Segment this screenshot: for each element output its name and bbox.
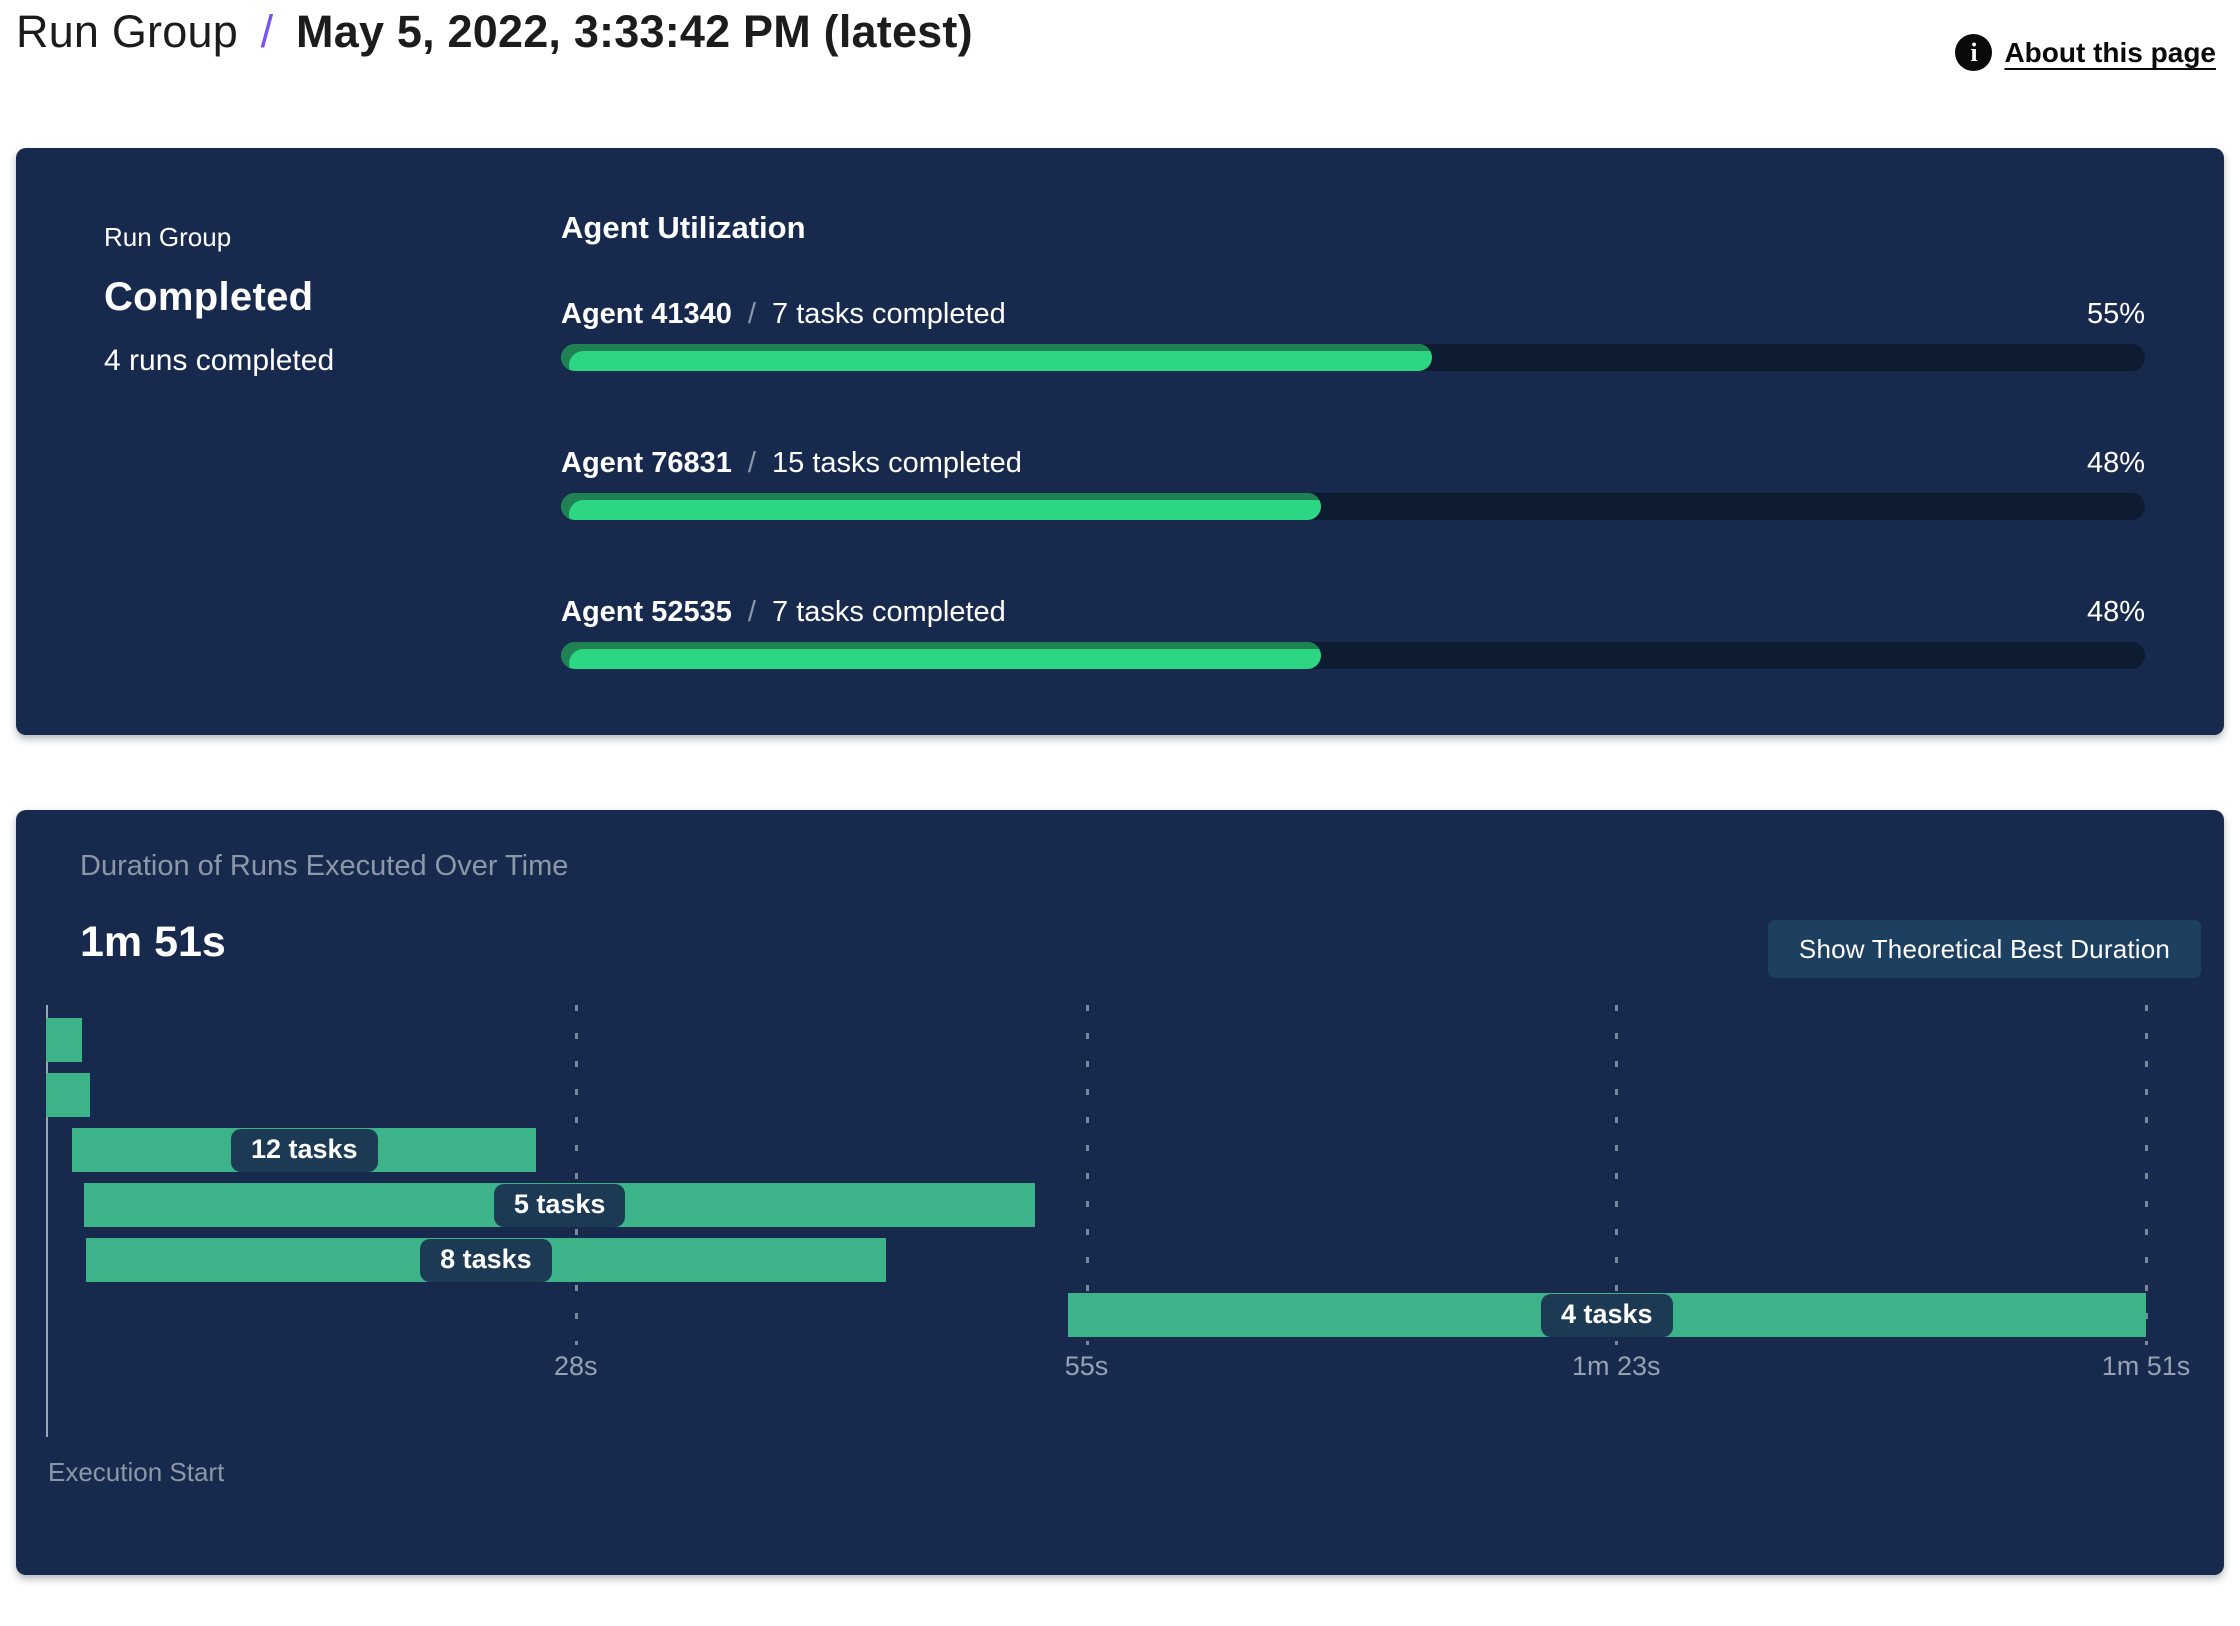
total-duration-value: 1m 51s — [80, 918, 226, 966]
about-link[interactable]: About this page — [2004, 36, 2216, 68]
run-duration-bar[interactable]: 8 tasks — [85, 1238, 886, 1282]
agent-tasks-completed: 7 tasks completed — [772, 298, 1006, 330]
agent-name: Agent 41340 — [561, 298, 732, 330]
agent-utilization-title: Agent Utilization — [561, 210, 806, 245]
breadcrumb-root: Run Group — [16, 6, 238, 57]
run-group-status: Run Group Completed 4 runs completed — [16, 148, 561, 735]
page-title: May 5, 2022, 3:33:42 PM (latest) — [296, 6, 973, 57]
utilization-bar-fill — [561, 493, 1322, 520]
gridline-1m-23s — [1615, 1005, 1619, 1345]
run-duration-bar[interactable] — [46, 1073, 90, 1117]
duration-chart-title: Duration of Runs Executed Over Time — [80, 850, 569, 882]
agent-separator: / — [739, 596, 765, 628]
agent-label: Agent 41340 / 7 tasks completed — [561, 298, 1006, 331]
gantt-plot: Execution Start 28s 55s 1m 23s 1m 51s 12 tas… — [46, 1005, 2196, 1487]
run-duration-bar[interactable] — [46, 1018, 82, 1062]
run-duration-bar[interactable]: 4 tasks — [1067, 1293, 2146, 1337]
about-this-page[interactable]: i About this page — [1955, 34, 2216, 71]
gridline-28s — [574, 1005, 578, 1345]
breadcrumb: Run Group / May 5, 2022, 3:33:42 PM (lat… — [16, 6, 973, 58]
agent-label: Agent 52535 / 7 tasks completed — [561, 596, 1006, 629]
task-count-pill: 4 tasks — [1541, 1293, 1673, 1337]
agent-tasks-completed: 7 tasks completed — [772, 596, 1006, 628]
utilization-row: Agent 52535 / 7 tasks completed 48% — [561, 596, 2145, 669]
utilization-bar-track — [561, 642, 2145, 669]
agent-utilization-percent: 48% — [2086, 447, 2145, 479]
gridline-1m-51s — [2145, 1005, 2148, 1345]
info-icon[interactable]: i — [1955, 34, 1993, 71]
agent-name: Agent 76831 — [561, 447, 732, 479]
agent-utilization-percent: 48% — [2086, 596, 2145, 628]
utilization-bar-fill — [561, 344, 1433, 371]
utilization-row: Agent 41340 / 7 tasks completed 55% — [561, 298, 2145, 371]
execution-start-label: Execution Start — [48, 1457, 225, 1487]
x-tick-label: 1m 23s — [1571, 1351, 1661, 1381]
y-axis-line — [46, 1005, 48, 1437]
utilization-rows: Agent 41340 / 7 tasks completed 55% Agen… — [561, 298, 2145, 669]
run-group-summary-panel: Run Group Completed 4 runs completed Age… — [16, 148, 2224, 735]
page-header: Run Group / May 5, 2022, 3:33:42 PM (lat… — [16, 6, 2216, 71]
breadcrumb-separator: / — [260, 6, 274, 57]
agent-tasks-completed: 15 tasks completed — [772, 447, 1022, 479]
status-label: Run Group — [104, 222, 232, 252]
utilization-bar-track — [561, 344, 2145, 371]
show-theoretical-best-duration-button[interactable]: Show Theoretical Best Duration — [1768, 920, 2201, 978]
agent-utilization-percent: 55% — [2086, 298, 2145, 330]
utilization-bar-fill — [561, 642, 1322, 669]
agent-label: Agent 76831 / 15 tasks completed — [561, 447, 1022, 480]
agent-utilization-section: Agent Utilization Agent 41340 / 7 tasks … — [561, 148, 2224, 735]
status-subtext: 4 runs completed — [104, 344, 335, 377]
agent-separator: / — [739, 447, 765, 479]
utilization-bar-track — [561, 493, 2145, 520]
x-tick-label: 28s — [553, 1351, 598, 1381]
task-count-pill: 5 tasks — [493, 1183, 626, 1227]
gridline-55s — [1085, 1005, 1089, 1345]
duration-panel: Duration of Runs Executed Over Time 1m 5… — [16, 810, 2224, 1575]
status-value: Completed — [104, 275, 314, 319]
utilization-row: Agent 76831 / 15 tasks completed 48% — [561, 447, 2145, 520]
x-tick-label: 1m 51s — [2101, 1351, 2191, 1381]
agent-name: Agent 52535 — [561, 596, 732, 628]
run-duration-bar[interactable]: 5 tasks — [83, 1183, 1036, 1227]
x-tick-label: 55s — [1064, 1351, 1109, 1381]
run-duration-bar[interactable]: 12 tasks — [72, 1128, 536, 1172]
agent-separator: / — [739, 298, 765, 330]
task-count-pill: 8 tasks — [420, 1238, 552, 1282]
task-count-pill: 12 tasks — [230, 1128, 378, 1172]
